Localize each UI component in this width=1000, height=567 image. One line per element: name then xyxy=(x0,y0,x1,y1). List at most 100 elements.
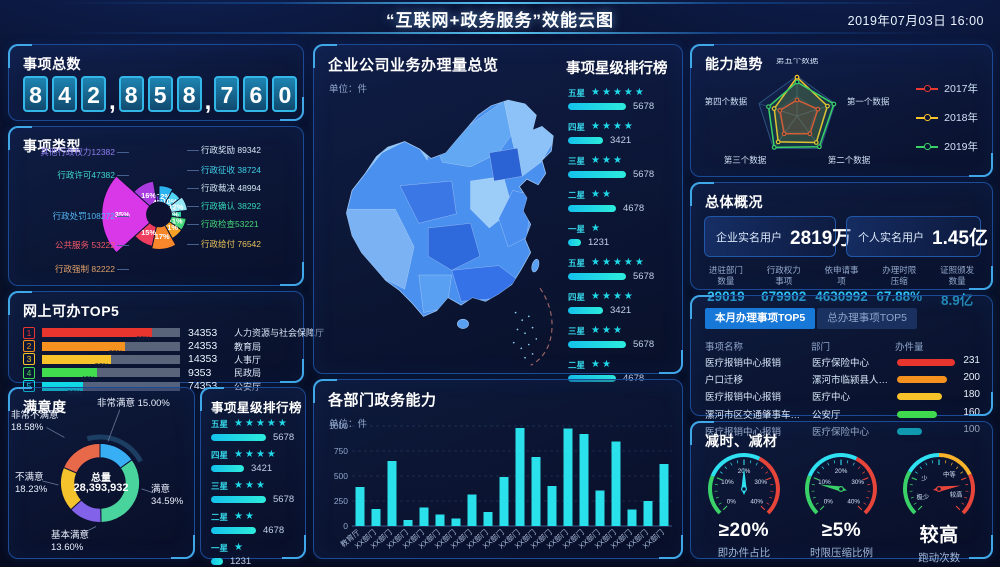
progress-percent: 50% xyxy=(94,362,109,370)
star-value: 3421 xyxy=(610,135,632,146)
svg-text:0%: 0% xyxy=(727,499,737,506)
star-value: 4678 xyxy=(263,525,285,536)
type-label-行政处罚: 行政处罚108272 xyxy=(52,211,115,221)
column-header: 事项名称 xyxy=(705,342,744,353)
star-ranking-row: 一星 ★ 1231 xyxy=(211,542,299,567)
svg-text:第三个数据: 第三个数据 xyxy=(724,155,767,165)
legend-marker xyxy=(916,114,939,121)
dept-bar xyxy=(403,520,413,526)
row-dept: 教育局 xyxy=(234,341,262,352)
card-value: 1.45亿 xyxy=(932,228,988,249)
label-name: 非常不满意 xyxy=(11,410,59,421)
svg-text:750: 750 xyxy=(334,446,348,456)
enterprise-users-card: 企业实名用户 2819万 xyxy=(704,216,851,257)
star-value: 5678 xyxy=(273,432,295,443)
star-row-top: 二星 ★★ xyxy=(211,511,299,522)
panel-title: 企业公司业务办理量总览 xyxy=(328,57,499,74)
star-ranking-row: 四星 ★★★★ 3421 xyxy=(568,121,672,146)
star-row-top: 四星 ★★★★ xyxy=(211,449,299,460)
star-bar xyxy=(211,434,266,441)
leader-line xyxy=(117,245,129,246)
cell-value: 200 xyxy=(963,372,980,384)
star-icons: ★★★ xyxy=(591,325,624,336)
personal-users-card: 个人实名用户 1.45亿 xyxy=(846,216,988,257)
progress-track: 40% xyxy=(42,368,180,383)
donut-center-value: 28,393,932 xyxy=(73,482,129,494)
star-icons: ★★★ xyxy=(234,480,267,491)
star-row-bottom: 5678 xyxy=(568,271,672,282)
leader-line xyxy=(187,206,199,207)
star-row-top: 四星 ★★★★ xyxy=(568,291,672,302)
svg-text:中等: 中等 xyxy=(943,469,956,478)
panel-handle-top5: 本月办理事项TOP5 总办理事项TOP5 事项名称 部门 办件量 医疗报销中心报销 医疗… xyxy=(690,295,993,438)
star-bar xyxy=(211,496,266,503)
rank-badge: 1 xyxy=(23,326,35,339)
china-map xyxy=(346,99,554,366)
leader-line xyxy=(117,175,129,176)
star-row-bottom: 3421 xyxy=(568,305,672,316)
dept-bar xyxy=(483,512,493,526)
svg-text:10%: 10% xyxy=(819,479,832,486)
star-row-top: 五星 ★★★★★ xyxy=(211,418,299,429)
stat-label-line2: 数量 xyxy=(717,275,735,286)
star-bar xyxy=(568,205,616,212)
cell-item-name: 漯河市区交通肇事车辆后续处... xyxy=(705,409,808,421)
online-top5-list: 1 80% 34353 人力资源与社会保障厅 2 60% 24353 教育局 3 50% 14353… xyxy=(9,326,324,397)
digit-box: 8 xyxy=(176,76,202,112)
tab-monthly-top5[interactable]: 本月办理事项TOP5 xyxy=(705,308,816,329)
radar-series-2019年 xyxy=(767,81,835,149)
svg-text:0%: 0% xyxy=(824,499,834,506)
star-grade-label: 三星 xyxy=(568,325,586,336)
star-icons: ★★★★ xyxy=(591,291,635,302)
cell-item-name: 医疗报销中心报销 xyxy=(705,392,782,404)
type-label-行政确认: 行政确认 38292 xyxy=(201,201,261,211)
progress-fill: 30% xyxy=(42,381,84,397)
cell-bar xyxy=(897,427,922,435)
progress-track: 30% xyxy=(42,381,180,397)
dept-bar xyxy=(355,487,365,526)
progress-fill: 60% xyxy=(42,341,125,357)
tab-total-top5[interactable]: 总办理事项TOP5 xyxy=(817,308,917,329)
star-grade-label: 二星 xyxy=(568,189,586,200)
legend-item-2017年: 2017年 xyxy=(916,81,978,96)
star-icons: ★ xyxy=(234,542,245,553)
star-bar xyxy=(568,307,603,314)
donut-emphasis-arc xyxy=(86,434,143,463)
star-value: 5678 xyxy=(633,101,655,112)
legend-item-2018年: 2018年 xyxy=(916,110,978,125)
row-dept: 民政局 xyxy=(234,368,262,379)
table-row: 医疗报销中心报销 医疗中心 180 xyxy=(705,387,980,404)
radar-legend: 2017年 2018年 2019年 xyxy=(916,81,978,168)
star-value: 1231 xyxy=(588,237,610,248)
type-label-行政裁决: 行政裁决 48994 xyxy=(201,183,261,193)
gauge-label: 跑动次数 xyxy=(918,552,961,564)
online-top5-row: 4 40% 9353 民政局 xyxy=(9,366,303,383)
star-row-bottom: 5678 xyxy=(568,101,672,112)
nine-dash-line xyxy=(530,287,553,366)
online-top5-row: 3 50% 14353 人事厅 xyxy=(9,353,303,370)
star-value: 5678 xyxy=(633,271,655,282)
panel-title: 各部门政务能力 xyxy=(328,392,437,409)
digit-box: 8 xyxy=(118,76,144,112)
star-row-top: 五星 ★★★★★ xyxy=(568,87,672,98)
star-grade-label: 二星 xyxy=(568,359,586,370)
gauge-dial: 0%10%20%30%40% xyxy=(707,453,780,515)
cell-value: 100 xyxy=(950,424,980,435)
cell-value: 231 xyxy=(963,355,980,366)
star-icons: ★★★★ xyxy=(591,121,635,132)
dept-bar xyxy=(451,518,461,526)
star-bar xyxy=(568,273,626,280)
page-title: “互联网+政务服务”效能云图 xyxy=(386,11,614,30)
progress-percent: 60% xyxy=(108,349,123,357)
svg-text:35%: 35% xyxy=(115,210,130,219)
star-row-top: 一星 ★ xyxy=(568,223,672,234)
star-row-bottom: 1231 xyxy=(568,237,672,248)
progress-fill: 50% xyxy=(42,354,111,370)
overview-stats: 进驻部门数量29019行政权力事项679902依申请事项4630992办理时限压… xyxy=(697,265,986,309)
dept-bar xyxy=(643,501,653,526)
star-row-bottom: 1231 xyxy=(211,556,299,567)
